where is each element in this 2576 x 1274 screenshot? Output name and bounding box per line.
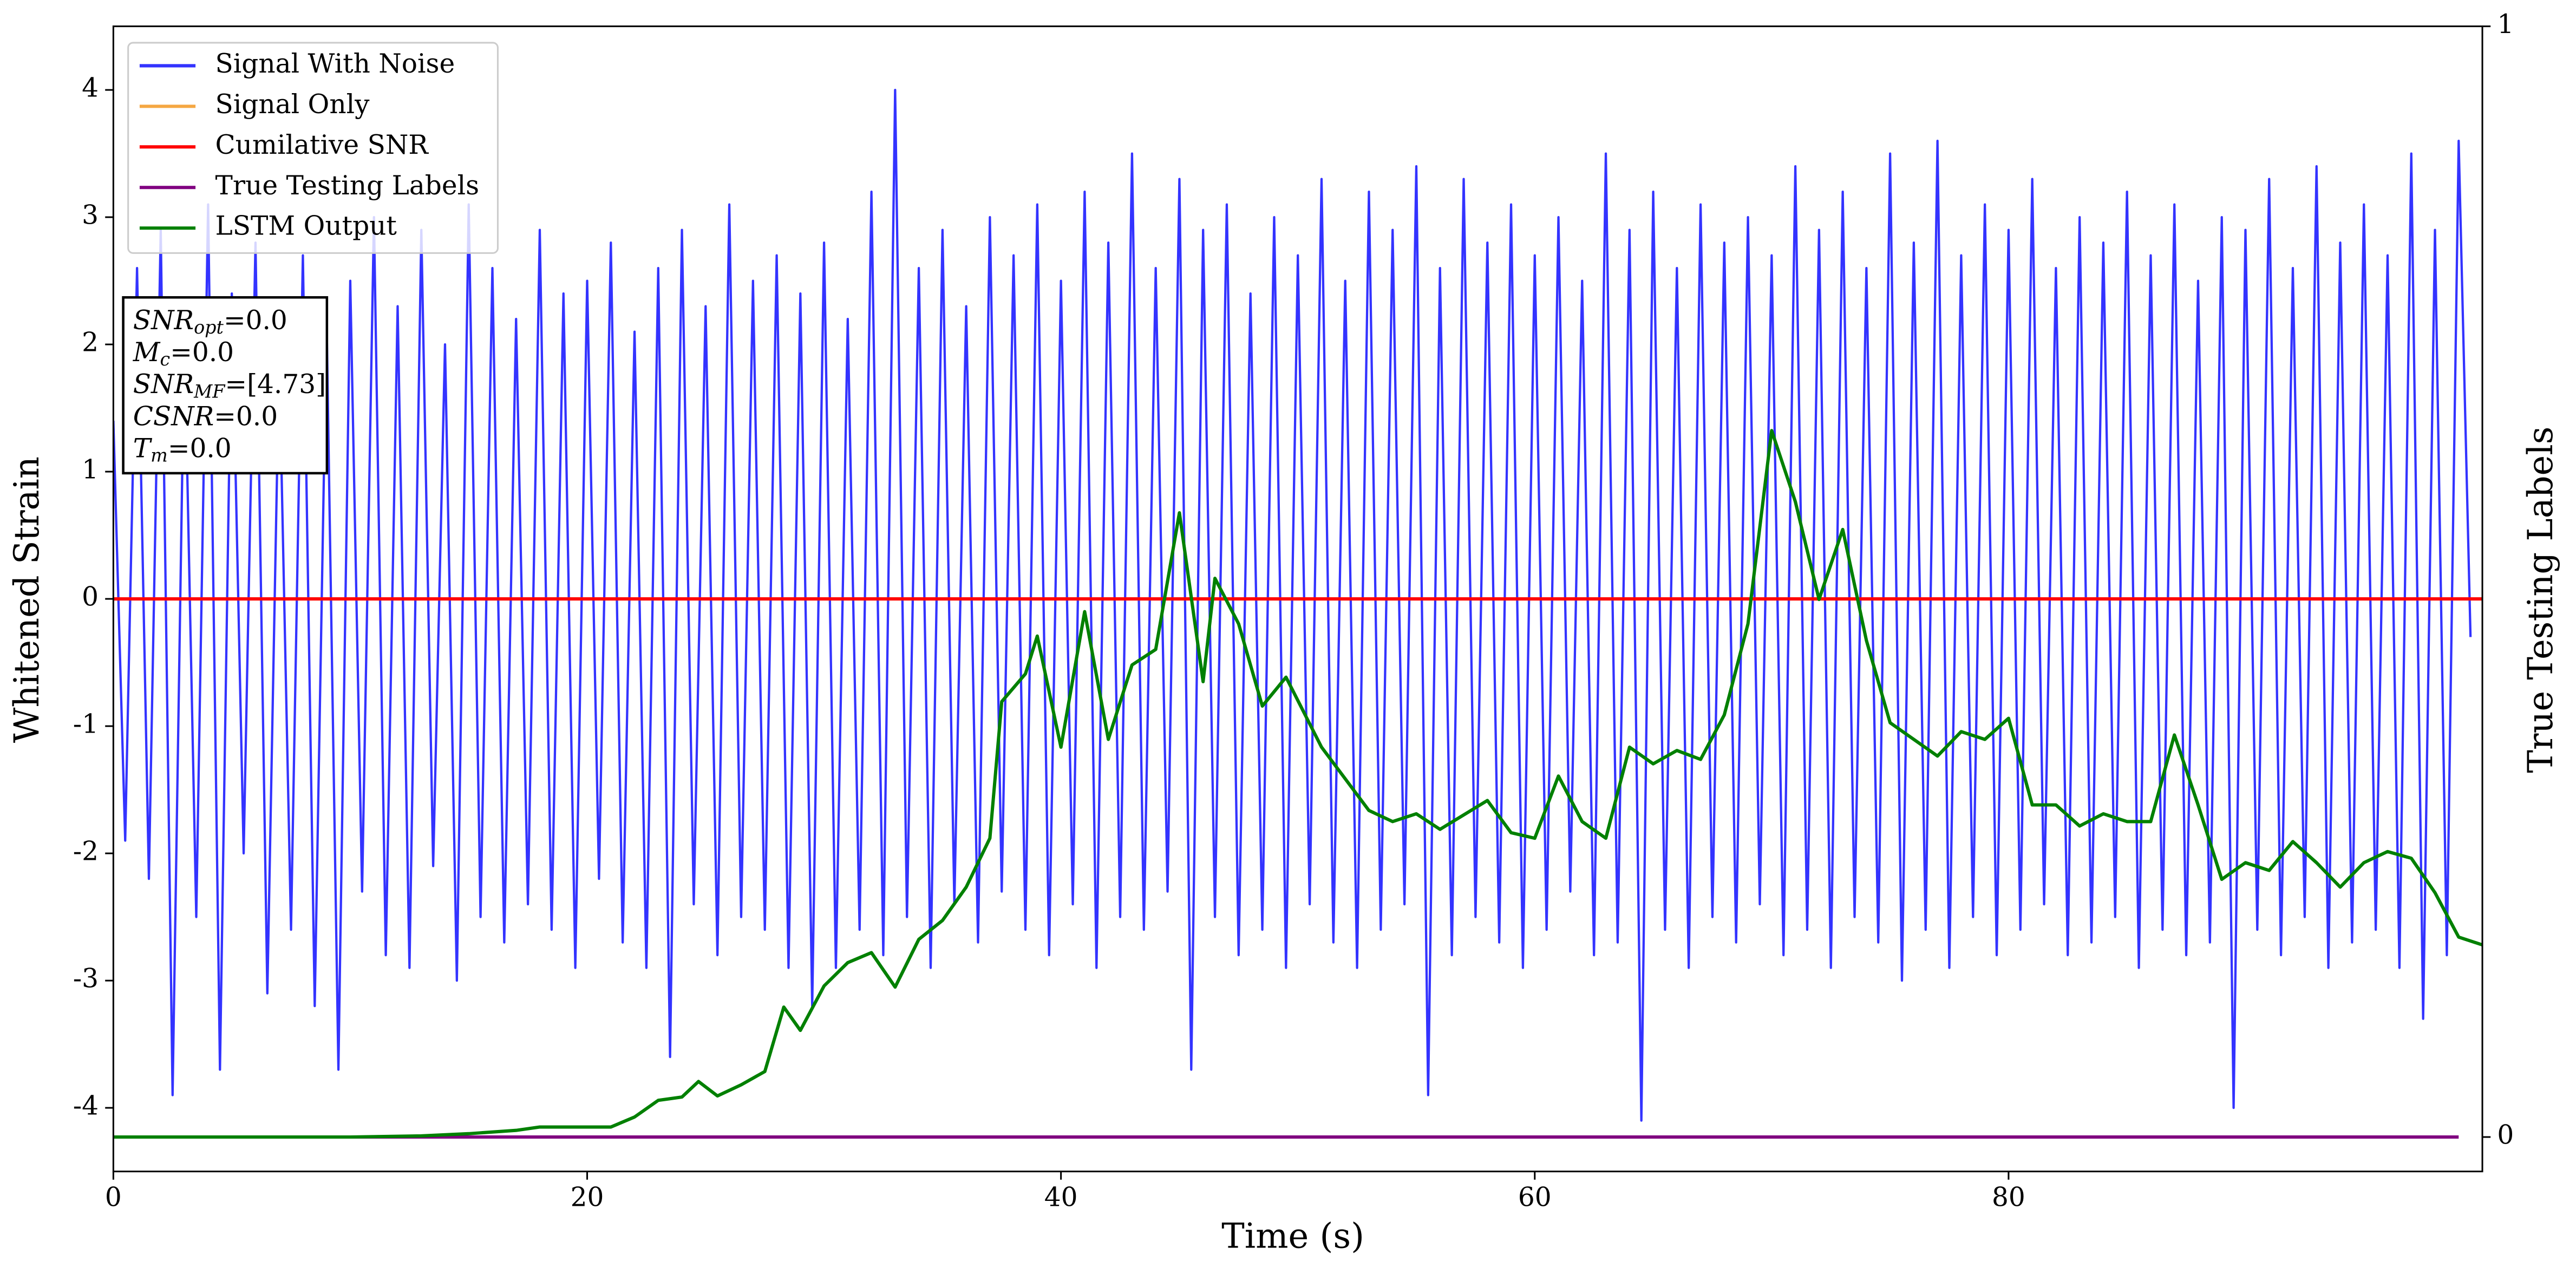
y-axis-label: Whitened Strain: [7, 456, 47, 743]
y-tick-label: -1: [73, 709, 99, 740]
y2-axis-label: True Testing Labels: [2521, 427, 2561, 773]
series-line: [113, 429, 2483, 1139]
annotation-text: Tm=0.0: [133, 433, 232, 466]
legend-label: LSTM Output: [215, 211, 397, 241]
annotation-subscript: MF: [193, 381, 226, 402]
y-tick-label: -2: [73, 837, 99, 867]
annotation-symbol: T: [133, 433, 153, 463]
x-axis-label: Time (s): [1221, 1217, 1364, 1257]
annotation-box: SNRopt=0.0Mc=0.0SNRMF=[4.73]CSNR=0.0Tm=0…: [122, 296, 329, 475]
x-tick-label: 40: [1044, 1182, 1078, 1213]
y2-tick-label: 0: [2497, 1120, 2514, 1151]
y-tick-label: 3: [82, 200, 99, 231]
annotation-subscript: c: [160, 349, 171, 370]
annotation-symbol: SNR: [133, 305, 194, 335]
annotation-symbol: SNR: [133, 369, 194, 400]
annotation-symbol: CSNR: [133, 401, 214, 432]
legend-label: Signal Only: [215, 89, 370, 120]
annotation-value: =0.0: [168, 433, 232, 463]
annotation-value: =0.0: [214, 401, 278, 432]
x-tick-label: 20: [571, 1182, 604, 1213]
annotation-subscript: opt: [194, 317, 224, 338]
annotation-subscript: m: [151, 445, 168, 466]
legend-label: Cumilative SNR: [215, 130, 429, 160]
legend-label: Signal With Noise: [215, 49, 455, 79]
annotation-frame: [122, 296, 329, 475]
legend-label: True Testing Labels: [215, 171, 480, 201]
y2-tick-label: 1: [2497, 9, 2514, 40]
annotation-value: =0.0: [224, 305, 287, 335]
y-tick-label: 2: [82, 328, 99, 358]
x-tick-label: 80: [1992, 1182, 2025, 1213]
annotation-value: =0.0: [170, 337, 234, 367]
y-tick-label: 4: [82, 73, 99, 103]
annotation-symbol: M: [133, 337, 161, 367]
y-tick-label: -3: [73, 964, 99, 994]
annotation-text: SNRMF=[4.73]: [133, 369, 326, 402]
y-tick-label: 0: [82, 582, 99, 612]
annotation-text: SNRopt=0.0: [133, 305, 287, 338]
legend: Signal With Noise Signal Only Cumilative S…: [127, 42, 499, 254]
legend-box: [127, 42, 499, 254]
annotation-text: Mc=0.0: [133, 337, 234, 370]
x-tick-label: 0: [105, 1182, 122, 1213]
series-line: [113, 88, 2472, 1122]
x-tick-label: 60: [1518, 1182, 1552, 1213]
annotation-text: CSNR=0.0: [133, 401, 278, 432]
y-tick-label: 1: [82, 455, 99, 485]
y-tick-label: -4: [73, 1091, 99, 1121]
annotation-value: =[4.73]: [225, 369, 326, 400]
